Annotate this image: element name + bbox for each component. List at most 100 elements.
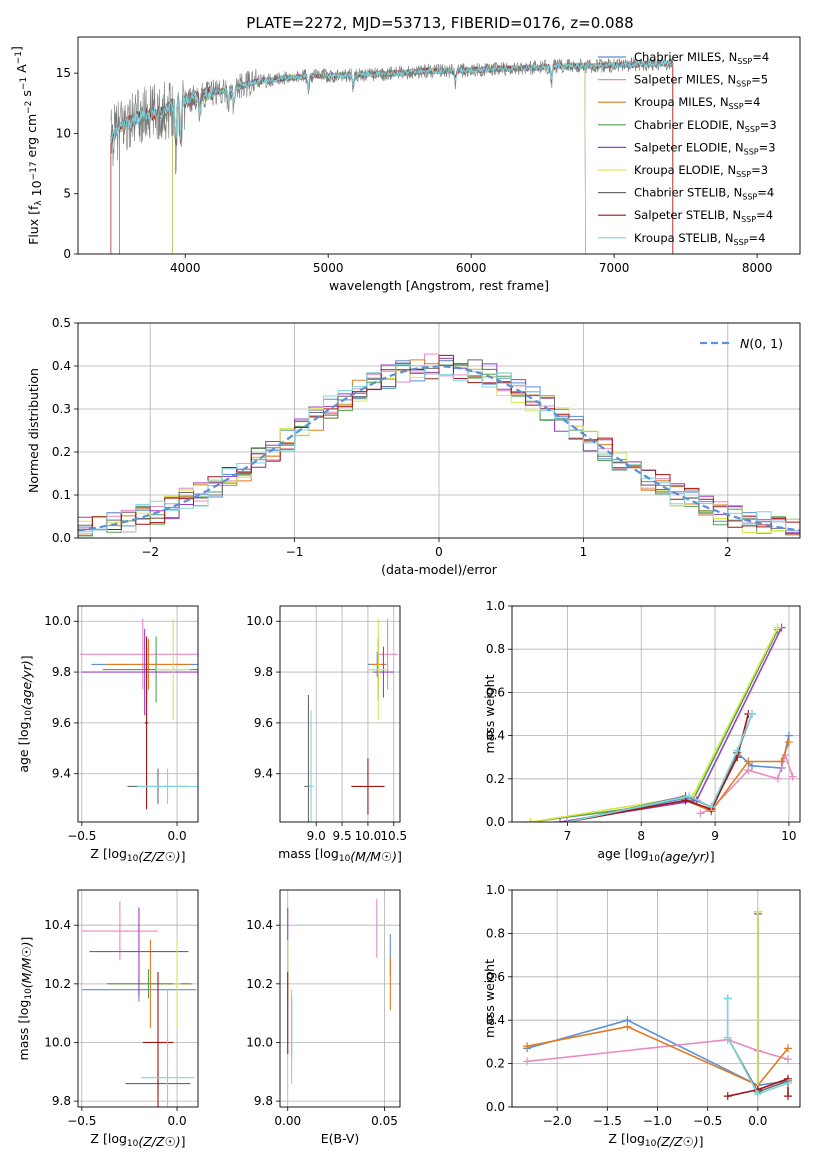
legend: Chabrier MILES, NSSP=4 Salpeter MILES, NS… [598,50,777,247]
x-tick-label: 6000 [456,261,487,275]
weight-marker [523,1042,532,1051]
axes-frame [77,605,199,823]
legend-label: Chabrier MILES, NSSP=4 [634,50,769,66]
y-tick-label: 10.4 [246,918,273,932]
x-tick-label: −0.5 [67,1114,96,1128]
y-tick-label: 9.6 [52,716,71,730]
y-tick-label: 0.8 [486,642,505,656]
x-axis-label: Z [log10(Z/Z☉)] [608,1131,703,1149]
weight-marker [523,1057,532,1066]
model-spectrum [110,59,674,254]
y-tick-label: 5 [63,187,71,201]
y-tick-label: 0.0 [486,815,505,829]
y-tick-label: 1.0 [486,883,505,897]
weight-marker [783,1055,792,1064]
axes-frame [77,322,801,539]
x-tick-label: −1.0 [643,1114,672,1128]
y-tick-label: 9.4 [52,767,71,781]
weight-marker [783,1044,792,1053]
y-tick-label: 10.2 [44,977,71,991]
weight-line [727,1077,789,1097]
weight-marker [783,1092,792,1101]
panel-weight-vs-age: 7 8 9 10 0.0 0.2 0.4 0.6 0.8 1.0 age [log10(age/yr… [482,599,801,864]
y-tick-label: 0.6 [486,970,505,984]
panel-mass-vs-z: −0.5 0.0 9.8 10.0 10.2 10.4 Z [log10(Z/Z☉)] mas… [16,889,199,1149]
figure-title: PLATE=2272, MJD=53713, FIBERID=0176, z=0… [246,14,633,32]
y-tick-label: 0.8 [486,926,505,940]
weight-line [527,1038,789,1063]
weight-line [526,1019,789,1087]
y-tick-label: 0.2 [486,772,505,786]
weight-marker [526,818,535,822]
axes-frame [511,889,801,1108]
y-tick-label: 0.5 [52,316,71,330]
x-tick-label: −2 [141,545,159,559]
panel-mass-vs-ebv: 0.00 0.05 9.8 10.0 10.2 10.4 E(B-V) [246,889,401,1146]
x-axis-label: (data-model)/error [381,562,498,577]
y-tick-label: 10.0 [246,614,273,628]
plot-area [287,898,391,1084]
axes-frame [279,889,401,1108]
x-tick-label: 7 [564,829,572,843]
weight-marker [563,818,572,822]
plot-area [79,618,198,810]
x-tick-label: 0.00 [274,1114,301,1128]
y-tick-label: 0.0 [52,531,71,545]
x-tick-label: 0.05 [371,1114,398,1128]
weight-marker [753,907,762,916]
weight-marker [556,818,564,822]
y-tick-label: 9.8 [254,665,273,679]
x-tick-label: 0 [435,545,443,559]
legend-label: Kroupa ELODIE, NSSP=3 [634,163,768,179]
x-tick-label: 1 [580,545,588,559]
y-tick-label: 10.2 [246,977,273,991]
x-tick-label: 5000 [313,261,344,275]
axes-frame [279,605,401,823]
legend-label: Kroupa STELIB, NSSP=4 [634,231,765,247]
y-tick-label: 1.0 [486,599,505,613]
x-tick-label: 0.0 [168,1114,187,1128]
y-tick-label: 9.4 [254,767,273,781]
y-tick-label: 0.0 [486,1100,505,1114]
x-tick-label: −1.5 [593,1114,622,1128]
axes-frame [77,889,199,1108]
plot-area [304,618,398,822]
plot-area [110,57,674,254]
y-tick-label: 10.0 [246,1035,273,1049]
weight-line [567,713,750,822]
plot-area [81,901,197,1107]
x-axis-label: Z [log10(Z/Z☉)] [90,1131,185,1149]
weight-line [726,998,789,1095]
y-axis-label: age [log10(age/yr)] [16,655,34,772]
weight-marker [773,623,782,632]
x-tick-label: −0.5 [693,1114,722,1128]
y-tick-label: 9.6 [254,716,273,730]
x-tick-label: 2 [724,545,732,559]
y-tick-label: 0.4 [486,729,505,743]
y-tick-label: 0.3 [52,402,71,416]
y-tick-label: 10.0 [44,614,71,628]
x-tick-label: 10.0 [355,829,382,843]
panel-age-vs-z: −0.5 0.0 9.4 9.6 9.8 10.0 Z [log10(Z/Z☉)] age [… [16,605,199,864]
x-tick-label: 9.0 [307,829,326,843]
y-tick-label: 10.0 [44,1035,71,1049]
x-tick-label: −2.0 [543,1114,572,1128]
weight-marker [696,809,705,818]
weight-marker [753,1089,762,1098]
x-axis-label: mass [log10(M/M☉)] [278,846,402,864]
plot-area [78,353,800,538]
x-axis-label: E(B-V) [321,1131,360,1146]
y-tick-label: 10.4 [44,918,71,932]
panel-spectrum: 4000 5000 6000 7000 8000 0 5 10 15 wavelength [An… [9,36,801,293]
model-spectrum [110,60,674,144]
legend-label: N(0, 1) [740,336,783,351]
x-tick-label: 9 [711,829,719,843]
legend-label: Chabrier STELIB, NSSP=4 [634,186,774,202]
x-tick-label: 4000 [170,261,201,275]
model-spectrum [172,62,586,254]
y-tick-label: 9.8 [52,665,71,679]
weight-marker [723,1092,732,1101]
weight-marker [788,772,797,781]
x-tick-label: 10.5 [380,829,407,843]
